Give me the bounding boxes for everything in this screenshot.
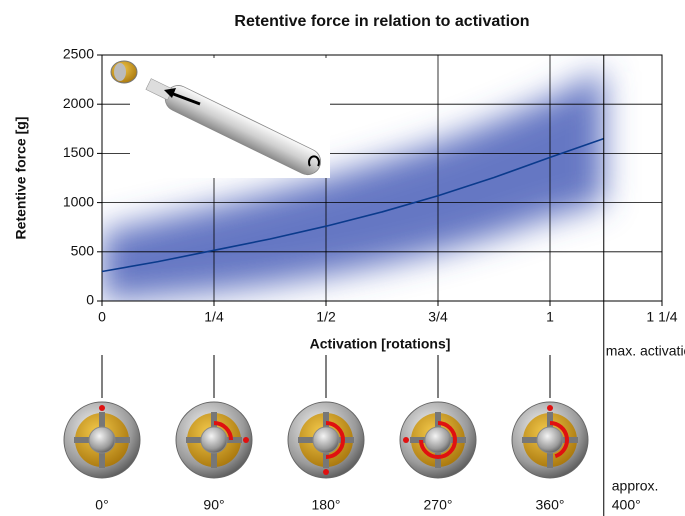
knob-dot	[99, 405, 105, 411]
x-tick-label: 1	[546, 309, 554, 325]
rotation-arrow	[213, 421, 233, 441]
max-activation-label: max. activation	[606, 343, 685, 359]
angle-label: 90°	[203, 497, 224, 513]
tool	[145, 78, 322, 176]
knob-dot	[243, 437, 249, 443]
x-tick-label: 1/2	[316, 309, 336, 325]
x-axis-label: Activation [rotations]	[310, 336, 451, 352]
knob	[287, 401, 365, 479]
knob	[175, 401, 253, 479]
x-tick-label: 0	[98, 309, 106, 325]
cap-face	[114, 63, 126, 81]
cap	[110, 60, 138, 84]
max-angle-label: approx.	[612, 478, 659, 494]
rotation-arrow	[325, 421, 345, 459]
y-tick-label: 1000	[63, 193, 94, 209]
data-line	[101, 137, 605, 273]
knob-dot	[323, 469, 329, 475]
angle-label: 270°	[424, 497, 453, 513]
plot-frame	[101, 54, 663, 302]
y-tick-label: 0	[86, 292, 94, 308]
knob-hub	[88, 426, 116, 454]
grid: 0 500 1000 1500 2000 2500 0 1/4 1/2 3/4 1 1 1/4	[63, 46, 678, 325]
rotation-arrow	[549, 421, 569, 459]
y-axis-label: Retentive force [g]	[13, 117, 29, 240]
y-tick-label: 500	[71, 243, 95, 259]
knob-hub	[424, 426, 452, 454]
y-tick-label: 2000	[63, 95, 94, 111]
angle-label: 0°	[95, 497, 108, 513]
max-angle-label: 400°	[612, 497, 641, 513]
marks: max. activation approx. 400° 0° 90° 180° 270° 3…	[63, 55, 685, 516]
y-tick-label: 1500	[63, 144, 94, 160]
knob-dot	[547, 405, 553, 411]
angle-label: 180°	[312, 497, 341, 513]
knob-hub	[536, 426, 564, 454]
knob-hub	[200, 426, 228, 454]
knob	[511, 401, 589, 479]
rotation-arrow	[308, 155, 320, 167]
rotation-arrow	[419, 421, 457, 459]
knob	[399, 401, 477, 479]
x-tick-label: 1 1/4	[646, 309, 677, 325]
knob-dot	[403, 437, 409, 443]
angle-label: 360°	[536, 497, 565, 513]
arrow-head	[164, 88, 176, 98]
band-group	[102, 69, 604, 301]
confidence-band	[102, 69, 604, 301]
y-tick-label: 2500	[63, 46, 94, 62]
chart-title: Retentive force in relation to activatio…	[234, 13, 529, 30]
tool-illustration	[110, 58, 330, 178]
knob-hub	[312, 426, 340, 454]
x-tick-label: 3/4	[428, 309, 448, 325]
x-tick-label: 1/4	[204, 309, 224, 325]
knob	[63, 401, 141, 479]
